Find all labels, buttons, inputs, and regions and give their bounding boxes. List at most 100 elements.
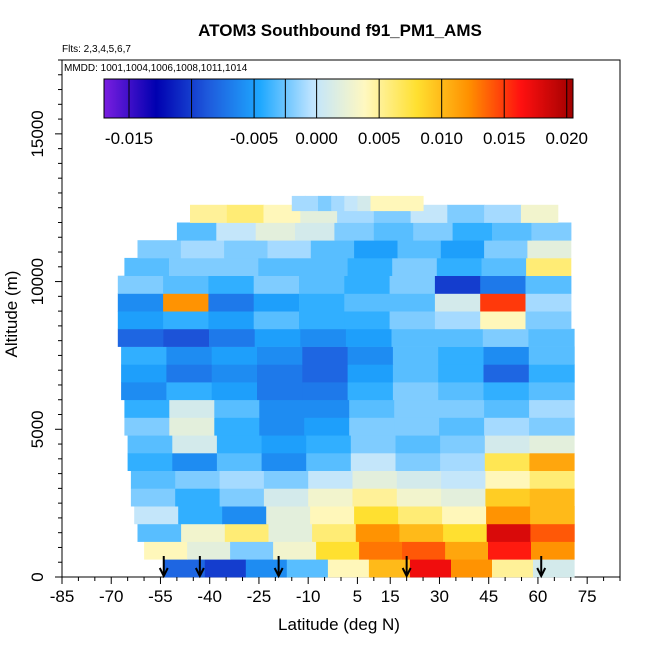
heatmap-cell bbox=[527, 240, 572, 259]
heatmap-cell bbox=[480, 293, 527, 312]
heatmap-cell bbox=[263, 488, 309, 507]
heatmap-cell bbox=[389, 275, 436, 294]
heatmap-cell bbox=[124, 257, 170, 276]
heatmap-cell bbox=[484, 204, 522, 223]
heatmap-cell bbox=[304, 195, 319, 212]
flight-arrow-icon bbox=[273, 556, 284, 579]
heatmap-cell bbox=[359, 541, 403, 560]
heatmap-cell bbox=[451, 559, 493, 578]
heatmap-cell bbox=[216, 452, 263, 471]
heatmap-cell bbox=[300, 328, 347, 347]
heatmap-cell bbox=[529, 488, 575, 507]
heatmap-cell bbox=[255, 222, 296, 241]
heatmap-cell bbox=[208, 311, 255, 330]
heatmap-cell bbox=[520, 204, 559, 223]
heatmap-cell bbox=[211, 364, 258, 383]
heatmap-cell bbox=[347, 364, 394, 383]
flight-arrow-icon bbox=[158, 556, 169, 579]
heatmap-cell bbox=[347, 346, 394, 365]
heatmap-cell bbox=[169, 399, 215, 418]
heatmap-cell bbox=[163, 328, 210, 347]
x-tick-label: -85 bbox=[50, 587, 75, 606]
heatmap-cell bbox=[310, 506, 355, 525]
heatmap-cell bbox=[440, 240, 485, 259]
heatmap-cell bbox=[484, 452, 530, 471]
heatmap-cell bbox=[211, 346, 258, 365]
heatmap-cell bbox=[397, 240, 442, 259]
heatmap-cell bbox=[485, 470, 531, 489]
heatmap-cell bbox=[525, 275, 572, 294]
heatmap-cell bbox=[166, 364, 213, 383]
x-tick-label: 60 bbox=[528, 587, 547, 606]
heatmap-cell bbox=[117, 311, 164, 330]
heatmap-cell bbox=[334, 222, 375, 241]
heatmap-cell bbox=[439, 417, 485, 436]
colorbar-gradient bbox=[103, 78, 574, 119]
x-tick-label: 30 bbox=[430, 587, 449, 606]
heatmap-cell bbox=[440, 452, 486, 471]
x-tick-label: 75 bbox=[578, 587, 597, 606]
heatmap-cell bbox=[213, 257, 259, 276]
heatmap-cell bbox=[166, 382, 213, 401]
heatmap-cell bbox=[257, 364, 303, 383]
heatmap-cell bbox=[224, 240, 268, 259]
heatmap-cell bbox=[438, 382, 485, 401]
colorbar-tick-label: 0.020 bbox=[545, 129, 588, 148]
flight-markers bbox=[158, 556, 547, 579]
heatmap-cell bbox=[395, 435, 441, 454]
heatmap-cell bbox=[302, 257, 349, 276]
y-tick-label: 10000 bbox=[28, 258, 47, 305]
heatmap-cell bbox=[310, 240, 355, 259]
heatmap-cell bbox=[350, 452, 396, 471]
heatmap-cell bbox=[268, 523, 313, 542]
heatmap-cell bbox=[163, 311, 209, 330]
heatmap-cell bbox=[486, 506, 531, 525]
heatmap-cell bbox=[350, 435, 396, 454]
heatmap-cell bbox=[175, 470, 221, 489]
heatmap-cells bbox=[117, 195, 575, 578]
heatmap-cell bbox=[529, 452, 575, 471]
heatmap-cell bbox=[257, 346, 303, 365]
heatmap-cell bbox=[222, 506, 267, 525]
heatmap-cell bbox=[124, 417, 170, 436]
heatmap-cell bbox=[409, 559, 452, 578]
heatmap-cell bbox=[357, 195, 372, 212]
x-axis-label: Latitude (deg N) bbox=[278, 615, 400, 634]
heatmap-cell bbox=[318, 195, 332, 212]
heatmap-cell bbox=[344, 293, 391, 312]
heatmap-cell bbox=[481, 257, 527, 276]
heatmap-cell bbox=[392, 346, 439, 365]
y-tick-label: 5000 bbox=[28, 410, 47, 448]
heatmap-cell bbox=[447, 204, 485, 223]
heatmap-cell bbox=[306, 435, 352, 454]
heatmap-cell bbox=[306, 452, 352, 471]
heatmap-cell bbox=[263, 204, 301, 223]
heatmap-cell bbox=[529, 399, 575, 418]
heatmap-cell bbox=[124, 399, 170, 418]
heatmap-cell bbox=[204, 559, 247, 578]
heatmap-cell bbox=[437, 328, 484, 347]
heatmap-cell bbox=[525, 293, 572, 312]
heatmap-cell bbox=[530, 523, 575, 542]
x-tick-label: 45 bbox=[479, 587, 498, 606]
heatmap-cell bbox=[396, 470, 442, 489]
chart-title: ATOM3 Southbound f91_PM1_AMS bbox=[198, 21, 482, 40]
heatmap-cell bbox=[316, 541, 360, 560]
heatmap-cell bbox=[528, 346, 575, 365]
flight-arrow-icon bbox=[194, 556, 205, 579]
heatmap-cell bbox=[354, 506, 399, 525]
x-axis: -85 -70 -55 -40 -25 -10 5 15 30 45 60 75 bbox=[50, 577, 621, 606]
flight-arrow-icon bbox=[536, 556, 547, 579]
heatmap-cell bbox=[525, 311, 572, 330]
heatmap-cell bbox=[121, 364, 167, 383]
heatmap-cell bbox=[480, 275, 527, 294]
colorbar-tick-label: 0.005 bbox=[358, 129, 401, 148]
heatmap-cell bbox=[480, 311, 527, 330]
heatmap-cell bbox=[121, 346, 167, 365]
flight-arrow-icon bbox=[401, 556, 412, 579]
heatmap-cell bbox=[291, 195, 306, 212]
heatmap-cell bbox=[526, 257, 572, 276]
heatmap-cell bbox=[254, 328, 301, 347]
heatmap-cell bbox=[130, 488, 176, 507]
heatmap-cell bbox=[302, 346, 349, 365]
